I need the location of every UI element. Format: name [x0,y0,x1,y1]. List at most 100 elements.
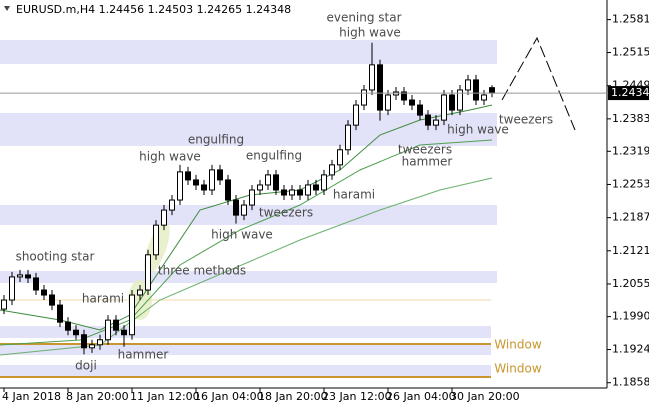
annotation: three methods [158,264,246,278]
candle-body [281,189,287,196]
candle-body [409,99,415,106]
y-tick-label: 1.21210 [612,244,649,257]
candle-body [289,189,295,196]
candle-body [81,334,87,349]
candle-body [105,319,111,341]
candle-body [297,189,303,196]
candle-body [17,274,23,278]
candle-body [321,174,327,191]
x-tick-label: 23 Jan 12:00 [322,390,392,403]
x-tick-label: 26 Jan 04:00 [386,390,456,403]
candle-body [65,321,71,331]
candle-body [425,114,431,126]
candle-body [449,94,455,111]
y-tick-label: 1.19245 [612,343,649,356]
candle-body [369,64,375,91]
candle-body [417,104,423,116]
candle-body [233,199,239,216]
zones [0,40,497,376]
candle-body [313,184,319,191]
candle-body [145,254,151,291]
candle-body [377,64,383,111]
forecast-line [501,36,576,131]
y-tick-label: 1.25810 [612,13,649,26]
chart-title: EURUSD.m,H4 1.24456 1.24503 1.24265 1.24… [16,3,291,16]
candle-body [193,179,199,186]
annotation: harami [82,292,124,306]
candle-body [177,171,183,201]
annotation: doji [75,359,97,373]
candle-body [185,171,191,181]
candle-body [9,276,15,301]
candle-body [113,319,119,331]
y-tick-label: 1.20550 [612,277,649,290]
candle-body [225,179,231,201]
y-tick-label: 1.19900 [612,310,649,323]
candle-body [273,174,279,191]
candle-body [33,277,39,291]
zone [0,40,497,64]
candle-body [137,289,143,296]
candle-body [209,169,215,191]
y-tick-label: 1.25155 [612,46,649,59]
candle-body [265,174,271,186]
candle-body [169,199,175,211]
ma-line [0,139,493,346]
annotation: engulfing [188,133,244,147]
annotation: tweezers [259,206,313,220]
candle-body [97,339,103,346]
candle-body [305,184,311,196]
price-label: 1.24348 [611,86,649,99]
annotation: tweezers [398,143,452,157]
candle-body [433,119,439,126]
annotation: Window [494,338,542,352]
candle-body [153,224,159,256]
annotation: hammer [118,348,169,362]
candle-body [89,344,95,349]
y-tick-label: 1.22530 [612,177,649,190]
candle-body [385,94,391,111]
candle-body [41,289,47,296]
candle-body [25,274,31,279]
price-label-bg [608,86,649,101]
annotation: evening star [326,11,401,25]
candle-body [361,89,367,106]
annotation: engulfing [246,149,302,163]
candle-body [121,329,127,336]
title-icon [4,6,10,11]
candle-body [57,304,63,323]
candle-body [129,294,135,336]
candle-body [337,149,343,166]
annotation: high wave [339,26,401,40]
annotation: tweezers [499,113,553,127]
candle-body [489,87,495,94]
candle-body [73,329,79,336]
zone [0,113,497,146]
annotation: high wave [139,150,201,164]
candle-body [465,79,471,91]
candle-body [457,89,463,111]
x-tick-label: 30 Jan 20:00 [450,390,520,403]
x-tick-label: 18 Jan 20:00 [258,390,328,403]
y-tick-label: 1.18585 [612,376,649,389]
annotation: shooting star [16,250,95,264]
y-tick-label: 1.23190 [612,144,649,157]
candle-body [401,91,407,101]
annotation: hammer [402,155,453,169]
candle-body [201,184,207,191]
candle-body [161,209,167,226]
y-tick-label: 1.23835 [612,112,649,125]
annotation: high wave [211,228,273,242]
candle-body [241,204,247,216]
candle-body [441,94,447,121]
zone [0,205,497,225]
candle-body [473,79,479,101]
zone [0,271,497,283]
x-tick-label: 4 Jan 2018 [2,390,61,403]
candle-body [257,184,263,191]
zone [0,345,491,355]
candle-body [217,169,223,181]
candle-body [353,104,359,126]
candle-body [1,299,7,310]
